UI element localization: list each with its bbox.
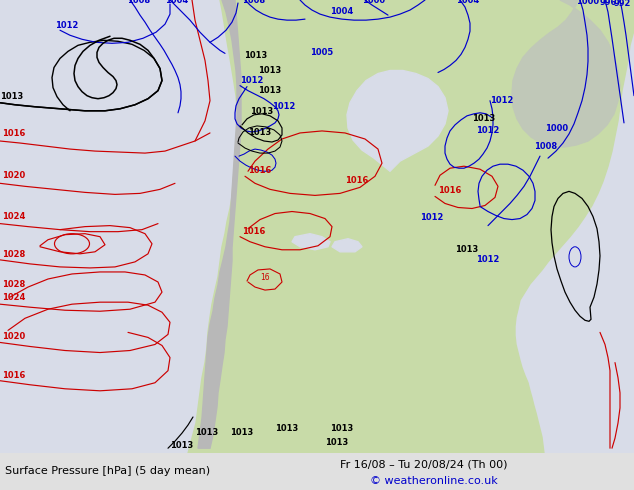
Text: Fr 16/08 – Tu 20/08/24 (Th 00): Fr 16/08 – Tu 20/08/24 (Th 00)	[340, 460, 507, 470]
Text: 1012: 1012	[55, 21, 79, 30]
Text: 1000: 1000	[362, 0, 385, 5]
Text: Surface Pressure [hPa] (5 day mean): Surface Pressure [hPa] (5 day mean)	[5, 466, 210, 476]
Text: 1016: 1016	[438, 186, 462, 196]
Text: 1013: 1013	[325, 438, 348, 447]
Text: 992: 992	[614, 0, 631, 8]
Text: 1012: 1012	[420, 213, 443, 221]
Text: 1004: 1004	[330, 7, 353, 16]
Text: © weatheronline.co.uk: © weatheronline.co.uk	[370, 476, 498, 486]
Text: 1028: 1028	[2, 280, 25, 289]
Text: 1013: 1013	[195, 428, 218, 437]
Text: 1008: 1008	[534, 142, 557, 151]
Text: 1004: 1004	[456, 0, 479, 5]
Text: 1012: 1012	[272, 102, 295, 111]
Text: 1013: 1013	[258, 66, 281, 74]
Text: 1013: 1013	[455, 245, 478, 254]
Text: 1016: 1016	[242, 227, 266, 236]
Text: 1024: 1024	[2, 212, 25, 220]
Text: 1016: 1016	[248, 166, 271, 175]
Text: 1013: 1013	[275, 424, 298, 433]
Text: 1016: 1016	[345, 176, 368, 185]
Text: 1012: 1012	[240, 75, 263, 85]
Text: 1016: 1016	[2, 371, 25, 380]
Text: 1013: 1013	[0, 92, 23, 101]
Text: 1024: 1024	[2, 293, 25, 302]
Text: 1013: 1013	[248, 128, 271, 137]
Text: 1013: 1013	[170, 441, 193, 450]
Text: 1005: 1005	[310, 49, 333, 57]
Text: 1013: 1013	[230, 428, 253, 437]
Text: 996: 996	[600, 0, 618, 7]
Text: 1000: 1000	[545, 124, 568, 133]
Text: 1008: 1008	[242, 0, 265, 5]
Text: 1028: 1028	[2, 250, 25, 259]
Text: 1004: 1004	[165, 0, 188, 5]
Text: 1020: 1020	[2, 172, 25, 180]
Text: 1012: 1012	[476, 126, 500, 135]
Polygon shape	[188, 0, 634, 453]
Text: 1016: 1016	[2, 129, 25, 138]
Text: 1020: 1020	[2, 332, 25, 342]
Polygon shape	[332, 239, 362, 252]
Text: 1013: 1013	[330, 424, 353, 433]
Text: 1013: 1013	[244, 51, 268, 60]
Text: 1013: 1013	[472, 114, 495, 123]
Polygon shape	[292, 234, 330, 250]
Text: 1012: 1012	[476, 255, 500, 264]
Polygon shape	[512, 0, 620, 147]
Text: 1013: 1013	[258, 86, 281, 95]
Text: 1000: 1000	[576, 0, 599, 6]
Polygon shape	[347, 71, 448, 171]
Text: 1013: 1013	[250, 107, 273, 116]
Text: 1008: 1008	[127, 0, 150, 5]
Text: 1012: 1012	[490, 96, 514, 105]
Text: 16: 16	[260, 273, 269, 282]
Polygon shape	[198, 0, 241, 448]
